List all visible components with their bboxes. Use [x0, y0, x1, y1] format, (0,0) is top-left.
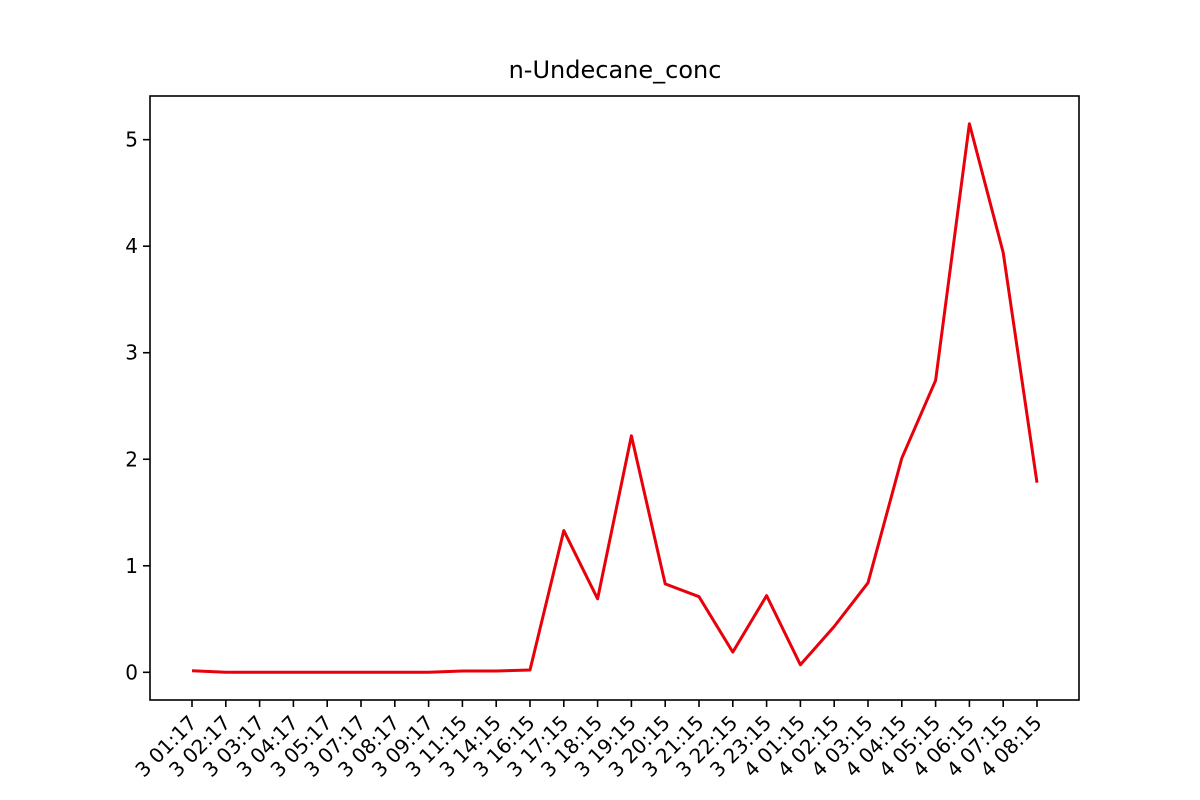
y-tick-label: 1 [125, 554, 138, 578]
y-tick-label: 2 [125, 447, 138, 471]
y-tick-label: 4 [125, 234, 138, 258]
y-tick-label: 3 [125, 341, 138, 365]
chart-title: n-Undecane_conc [509, 56, 722, 84]
y-tick-label: 0 [125, 660, 138, 684]
y-tick-label: 5 [125, 128, 138, 152]
y-axis: 0 1 2 3 4 5 [125, 128, 150, 684]
plot-area-frame [149, 95, 1080, 701]
x-axis: 3 01:173 02:173 03:173 04:173 05:173 07:… [130, 700, 1047, 782]
plot-series [191, 122, 1039, 674]
series-line [191, 122, 1039, 674]
